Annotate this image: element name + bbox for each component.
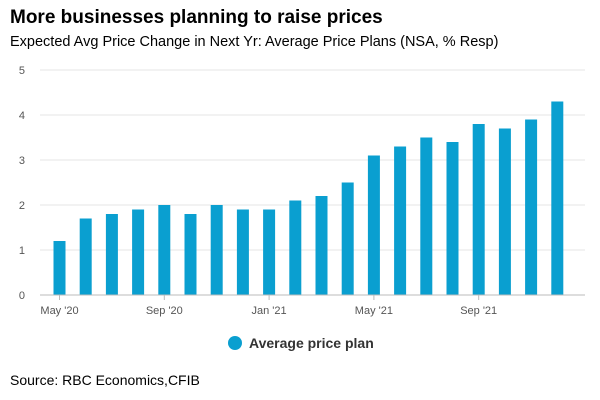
- bar[interactable]: [236, 209, 249, 296]
- x-tick-label: May '20: [40, 305, 78, 317]
- bar[interactable]: [367, 155, 380, 296]
- chart-subtitle: Expected Avg Price Change in Next Yr: Av…: [10, 34, 499, 50]
- legend-label: Average price plan: [249, 335, 374, 351]
- bar[interactable]: [446, 142, 459, 295]
- source-note: Source: RBC Economics,CFIB: [10, 372, 200, 388]
- bar[interactable]: [551, 101, 564, 296]
- x-tick-label: Jan '21: [252, 305, 287, 317]
- bars: [53, 101, 564, 296]
- y-axis-ticks: 0 1 2 3 4 5: [19, 65, 25, 302]
- y-tick-label: 1: [19, 245, 25, 257]
- chart-title: More businesses planning to raise prices: [10, 7, 383, 28]
- y-tick-label: 2: [19, 200, 25, 212]
- x-tick-label: Sep '20: [146, 305, 183, 317]
- x-axis: May '20 Sep '20 Jan '21 May '21 Sep '21: [40, 294, 585, 317]
- legend[interactable]: Average price plan: [228, 335, 374, 351]
- bar[interactable]: [210, 205, 223, 295]
- bar[interactable]: [158, 205, 171, 295]
- bar[interactable]: [53, 241, 66, 295]
- x-tick-label: May '21: [355, 305, 393, 317]
- y-tick-label: 0: [19, 290, 25, 302]
- y-tick-label: 3: [19, 155, 25, 167]
- bar[interactable]: [420, 137, 433, 296]
- bar[interactable]: [341, 182, 354, 296]
- bar[interactable]: [394, 146, 407, 296]
- bar[interactable]: [472, 124, 485, 295]
- x-tick-label: Sep '21: [460, 305, 497, 317]
- y-tick-label: 4: [19, 110, 25, 122]
- bar[interactable]: [263, 209, 276, 296]
- grid-lines: [40, 69, 585, 251]
- bar[interactable]: [315, 196, 328, 295]
- bar[interactable]: [105, 214, 118, 295]
- bar[interactable]: [79, 218, 92, 296]
- bar[interactable]: [132, 209, 145, 296]
- bar[interactable]: [525, 119, 538, 296]
- bar[interactable]: [498, 128, 511, 296]
- bar[interactable]: [184, 214, 197, 295]
- y-tick-label: 5: [19, 65, 25, 77]
- bar[interactable]: [289, 200, 302, 296]
- legend-marker-icon: [228, 336, 242, 350]
